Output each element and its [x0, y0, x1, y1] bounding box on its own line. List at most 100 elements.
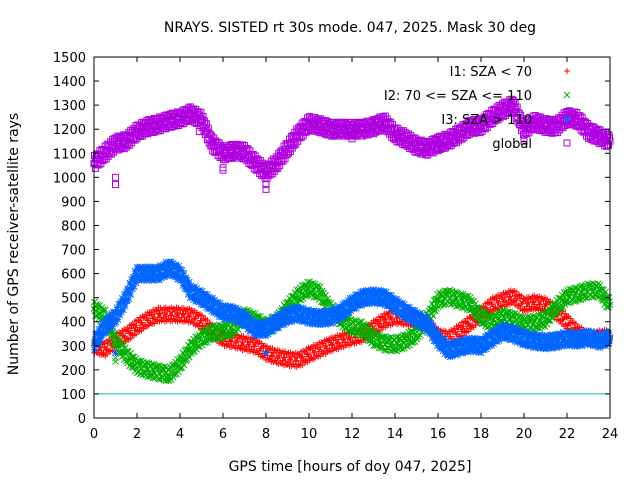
data-point-i3 [121, 302, 129, 310]
data-point-i2 [294, 288, 302, 295]
x-tick-label: 18 [473, 427, 490, 442]
y-tick-label: 400 [61, 316, 86, 331]
data-point-i1 [242, 335, 249, 342]
data-point-i1 [267, 349, 274, 356]
x-tick-label: 10 [301, 427, 318, 442]
data-point-i3 [127, 291, 135, 299]
data-point-i1 [174, 311, 181, 318]
outlier-point-global [112, 181, 119, 189]
data-point-i1 [543, 296, 550, 303]
data-point-i2 [299, 295, 307, 303]
y-tick-label: 900 [61, 195, 86, 210]
data-point-i2 [295, 296, 303, 304]
x-tick-label: 4 [176, 427, 184, 442]
data-point-i1 [232, 340, 239, 347]
data-point-i1 [104, 351, 111, 358]
y-tick-label: 700 [61, 244, 86, 259]
data-point-i1 [171, 316, 178, 323]
data-point-i1 [180, 311, 187, 318]
x-tick-label: 14 [387, 427, 404, 442]
outlier-point-global [219, 164, 227, 172]
y-tick-label: 300 [61, 340, 86, 355]
data-point-i1 [198, 312, 205, 319]
data-point-i1 [521, 306, 528, 313]
data-point-i2 [99, 306, 107, 313]
data-point-i1 [284, 350, 291, 357]
data-point-i1 [160, 314, 167, 321]
data-point-i1 [292, 358, 299, 365]
legend-marker-global [563, 139, 571, 147]
chart-title: NRAYS. SISTED rt 30s mode. 047, 2025. Ma… [164, 20, 536, 36]
data-point-i2 [114, 333, 122, 341]
data-point-i2 [150, 367, 157, 375]
data-point-i2 [163, 374, 171, 381]
data-point-i1 [303, 356, 310, 363]
data-point-i2 [155, 369, 163, 377]
data-point-i1 [537, 301, 544, 308]
data-point-i1 [190, 310, 197, 317]
data-point-i2 [316, 283, 324, 291]
data-point-i2 [322, 291, 329, 299]
data-point-i1 [382, 315, 389, 322]
data-point-i2 [325, 298, 333, 306]
data-point-i1 [380, 320, 387, 327]
data-point-i1 [301, 359, 308, 366]
x-tick-label: 2 [133, 427, 141, 442]
series-global [90, 95, 614, 183]
data-point-i2 [304, 278, 311, 286]
outlier-point-i3 [112, 349, 119, 357]
data-point-i2 [366, 335, 373, 343]
y-tick-label: 800 [61, 219, 86, 234]
data-point-i1 [100, 349, 107, 356]
x-tick-label: 16 [430, 427, 447, 442]
data-point-i1 [279, 357, 286, 364]
x-tick-label: 22 [559, 427, 576, 442]
data-point-i1 [133, 322, 140, 329]
x-tick-label: 8 [262, 427, 270, 442]
x-axis-label: GPS time [hours of doy 047, 2025] [229, 459, 472, 475]
legend-marker-i3 [563, 115, 571, 123]
data-point-i1 [507, 293, 514, 300]
data-point-i2 [324, 295, 331, 303]
data-point-i1 [324, 349, 331, 356]
data-point-i1 [243, 344, 250, 351]
series-i2 [90, 278, 614, 385]
data-point-i1 [323, 342, 330, 349]
axes: 0 2 4 6 8 10 12 14 16 18 20 22 240100200300400500600… [53, 51, 618, 442]
outlier-point-i3 [262, 349, 270, 357]
data-point-i1 [505, 297, 512, 304]
data-point-i1 [188, 307, 195, 314]
data-point-i1 [228, 338, 235, 345]
y-tick-label: 1200 [53, 123, 86, 138]
data-point-i1 [524, 300, 531, 307]
data-point-i1 [525, 299, 532, 306]
legend-label-i3: I3: SZA > 110 [441, 113, 532, 128]
data-point-i2 [367, 327, 374, 335]
y-tick-label: 1000 [53, 171, 86, 186]
data-point-i1 [536, 301, 543, 308]
x-tick-label: 20 [516, 427, 533, 442]
data-point-i1 [293, 357, 300, 364]
data-point-i1 [572, 320, 579, 327]
y-tick-label: 0 [78, 412, 86, 427]
data-point-i1 [182, 306, 189, 313]
data-point-i2 [198, 341, 206, 349]
data-point-i1 [487, 306, 494, 313]
data-point-i1 [147, 319, 154, 326]
data-point-i1 [564, 314, 570, 321]
y-tick-label: 600 [61, 268, 86, 283]
y-tick-label: 500 [61, 292, 86, 307]
data-point-i1 [258, 340, 265, 347]
data-point-i1 [227, 337, 234, 344]
data-point-i2 [171, 371, 178, 378]
x-tick-label: 0 [90, 427, 98, 442]
data-point-i1 [274, 355, 281, 362]
data-point-i1 [299, 353, 306, 360]
y-tick-label: 1500 [53, 51, 86, 66]
data-point-i1 [513, 297, 520, 304]
data-point-i1 [204, 317, 211, 324]
data-point-i2 [175, 368, 182, 376]
outlier-point-global [112, 173, 119, 181]
data-point-i1 [540, 298, 547, 305]
y-tick-label: 1400 [53, 75, 86, 90]
